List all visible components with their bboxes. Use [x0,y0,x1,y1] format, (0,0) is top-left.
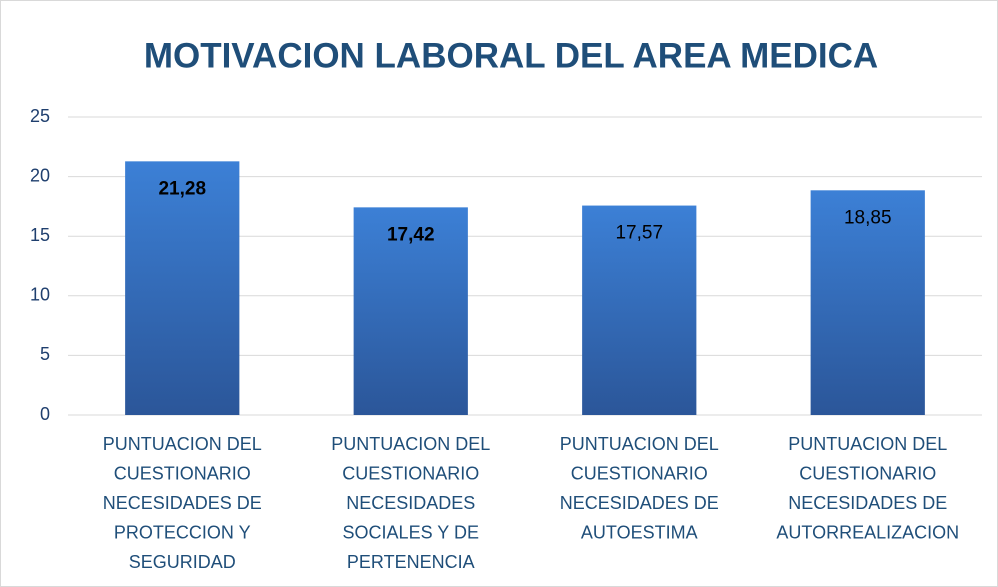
y-tick-label: 0 [40,404,50,424]
x-tick-label: CUESTIONARIO [342,463,479,483]
chart-title: MOTIVACION LABORAL DEL AREA MEDICA [144,36,878,75]
y-tick-label: 15 [30,225,50,245]
data-label: 18,85 [844,207,892,228]
x-tick-label: PUNTUACION DEL [103,434,262,454]
x-tick-label: NECESIDADES DE [560,493,719,513]
bar [582,205,697,415]
y-tick-label: 20 [30,165,50,185]
y-tick-label: 25 [30,106,50,126]
data-label: 21,28 [158,178,206,199]
bar [125,161,240,415]
x-tick-label: NECESIDADES DE [103,493,262,513]
x-tick-label: CUESTIONARIO [571,463,708,483]
x-tick-label: SOCIALES Y DE [343,522,479,542]
x-tick-label: NECESIDADES [346,493,475,513]
x-tick-label: SEGURIDAD [129,552,236,572]
x-tick-label: PERTENENCIA [347,552,475,572]
x-tick-label: PUNTUACION DEL [560,434,719,454]
x-tick-label: PUNTUACION DEL [788,434,947,454]
x-tick-label: AUTOESTIMA [581,522,698,542]
x-tick-label: CUESTIONARIO [799,463,936,483]
x-tick-label: CUESTIONARIO [114,463,251,483]
data-label: 17,57 [615,223,663,244]
x-tick-label: PUNTUACION DEL [331,434,490,454]
x-tick-label: NECESIDADES DE [788,493,947,513]
x-tick-label: PROTECCION Y [114,522,251,542]
bar [353,207,468,415]
x-tick-label: AUTORREALIZACION [776,522,959,542]
bar [810,190,925,415]
y-tick-label: 5 [40,344,50,364]
y-tick-label: 10 [30,285,50,305]
data-label: 17,42 [387,224,435,245]
